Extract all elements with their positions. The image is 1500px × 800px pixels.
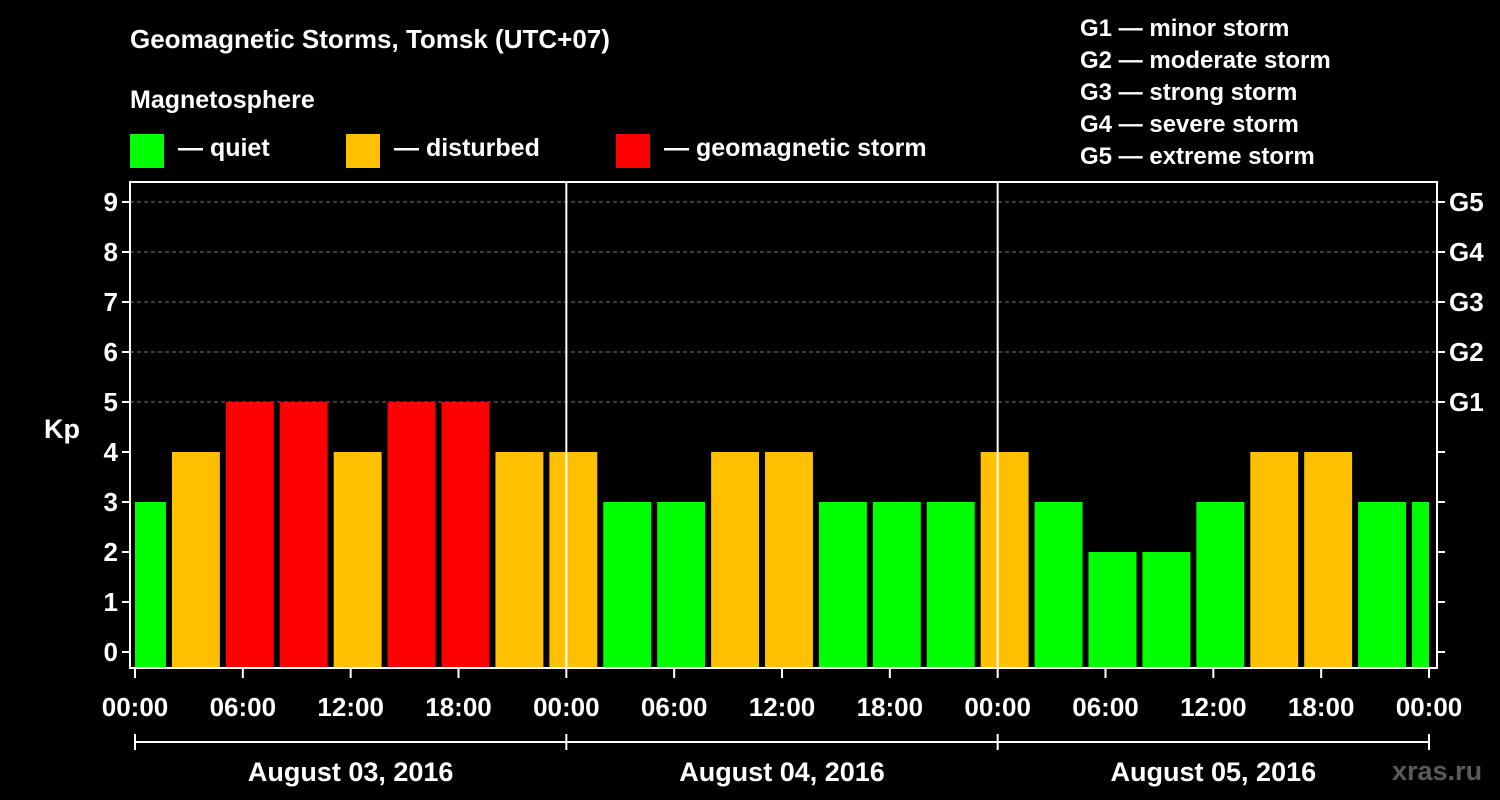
- day-label-2: August 05, 2016: [1111, 757, 1317, 787]
- y-tick-label-1: 1: [104, 587, 118, 617]
- y-tick-label-0: 0: [104, 637, 118, 667]
- bar-15: [926, 502, 975, 667]
- storm-level-g2: G2 — moderate storm: [1080, 47, 1331, 74]
- y-tick-label-8: 8: [104, 237, 118, 267]
- watermark: xras.ru: [1392, 756, 1483, 786]
- x-tick-label-12: 00:00: [1396, 692, 1463, 722]
- bar-22: [1304, 452, 1353, 667]
- chart-subtitle: Magnetosphere: [130, 86, 315, 114]
- storm-level-g5: G5 — extreme storm: [1080, 143, 1315, 170]
- bar-1: [171, 452, 220, 667]
- day-label-1: August 04, 2016: [679, 757, 885, 787]
- y-axis-label: Kp: [44, 414, 80, 444]
- right-tick-label-g4: G4: [1449, 237, 1484, 267]
- day-label-0: August 03, 2016: [248, 757, 454, 787]
- x-tick-label-11: 18:00: [1288, 692, 1355, 722]
- x-tick-label-7: 18:00: [857, 692, 924, 722]
- bar-18: [1088, 552, 1137, 667]
- x-tick-label-4: 00:00: [533, 692, 600, 722]
- legend-label-storm: — geomagnetic storm: [664, 134, 927, 162]
- bar-14: [872, 502, 921, 667]
- y-tick-label-3: 3: [104, 487, 118, 517]
- bar-23: [1358, 502, 1407, 667]
- chart-title: Geomagnetic Storms, Tomsk (UTC+07): [130, 24, 610, 54]
- y-tick-label-2: 2: [104, 537, 118, 567]
- y-tick-label-5: 5: [104, 387, 118, 417]
- y-tick-label-6: 6: [104, 337, 118, 367]
- bar-5: [387, 402, 436, 667]
- right-tick-label-g3: G3: [1449, 287, 1484, 317]
- bar-4: [333, 452, 382, 667]
- right-tick-label-g1: G1: [1449, 387, 1484, 417]
- legend-swatch-quiet: [130, 134, 164, 168]
- bar-19: [1142, 552, 1191, 667]
- bar-9: [603, 502, 652, 667]
- y-tick-label-7: 7: [104, 287, 118, 317]
- x-tick-label-2: 12:00: [317, 692, 384, 722]
- bar-8: [549, 452, 598, 667]
- right-tick-label-g5: G5: [1449, 187, 1484, 217]
- bar-13: [818, 502, 867, 667]
- bar-16: [980, 452, 1029, 667]
- bar-10: [657, 502, 706, 667]
- bar-17: [1034, 502, 1083, 667]
- storm-level-g4: G4 — severe storm: [1080, 111, 1299, 138]
- bar-20: [1196, 502, 1245, 667]
- right-tick-label-g2: G2: [1449, 337, 1484, 367]
- bar-0: [135, 502, 166, 667]
- bar-2: [225, 402, 274, 667]
- bar-21: [1250, 452, 1299, 667]
- plot-frame: [129, 181, 1438, 669]
- legend-label-quiet: — quiet: [178, 134, 270, 162]
- y-tick-label-4: 4: [104, 437, 119, 467]
- bar-24: [1412, 502, 1429, 667]
- legend-label-disturbed: — disturbed: [394, 134, 540, 162]
- storm-level-g1: G1 — minor storm: [1080, 15, 1290, 42]
- x-tick-label-10: 12:00: [1180, 692, 1247, 722]
- bar-3: [279, 402, 328, 667]
- y-tick-label-9: 9: [104, 187, 118, 217]
- x-tick-label-8: 00:00: [964, 692, 1031, 722]
- storm-level-g3: G3 — strong storm: [1080, 79, 1298, 106]
- bar-6: [441, 402, 490, 667]
- bar-11: [711, 452, 760, 667]
- x-tick-label-6: 12:00: [749, 692, 816, 722]
- x-tick-label-1: 06:00: [210, 692, 277, 722]
- x-tick-label-3: 18:00: [425, 692, 492, 722]
- x-tick-label-0: 00:00: [102, 692, 169, 722]
- legend-swatch-storm: [616, 134, 650, 168]
- bar-12: [765, 452, 813, 667]
- legend-swatch-disturbed: [346, 134, 380, 168]
- x-tick-label-5: 06:00: [641, 692, 708, 722]
- x-tick-label-9: 06:00: [1072, 692, 1139, 722]
- bar-7: [495, 452, 544, 667]
